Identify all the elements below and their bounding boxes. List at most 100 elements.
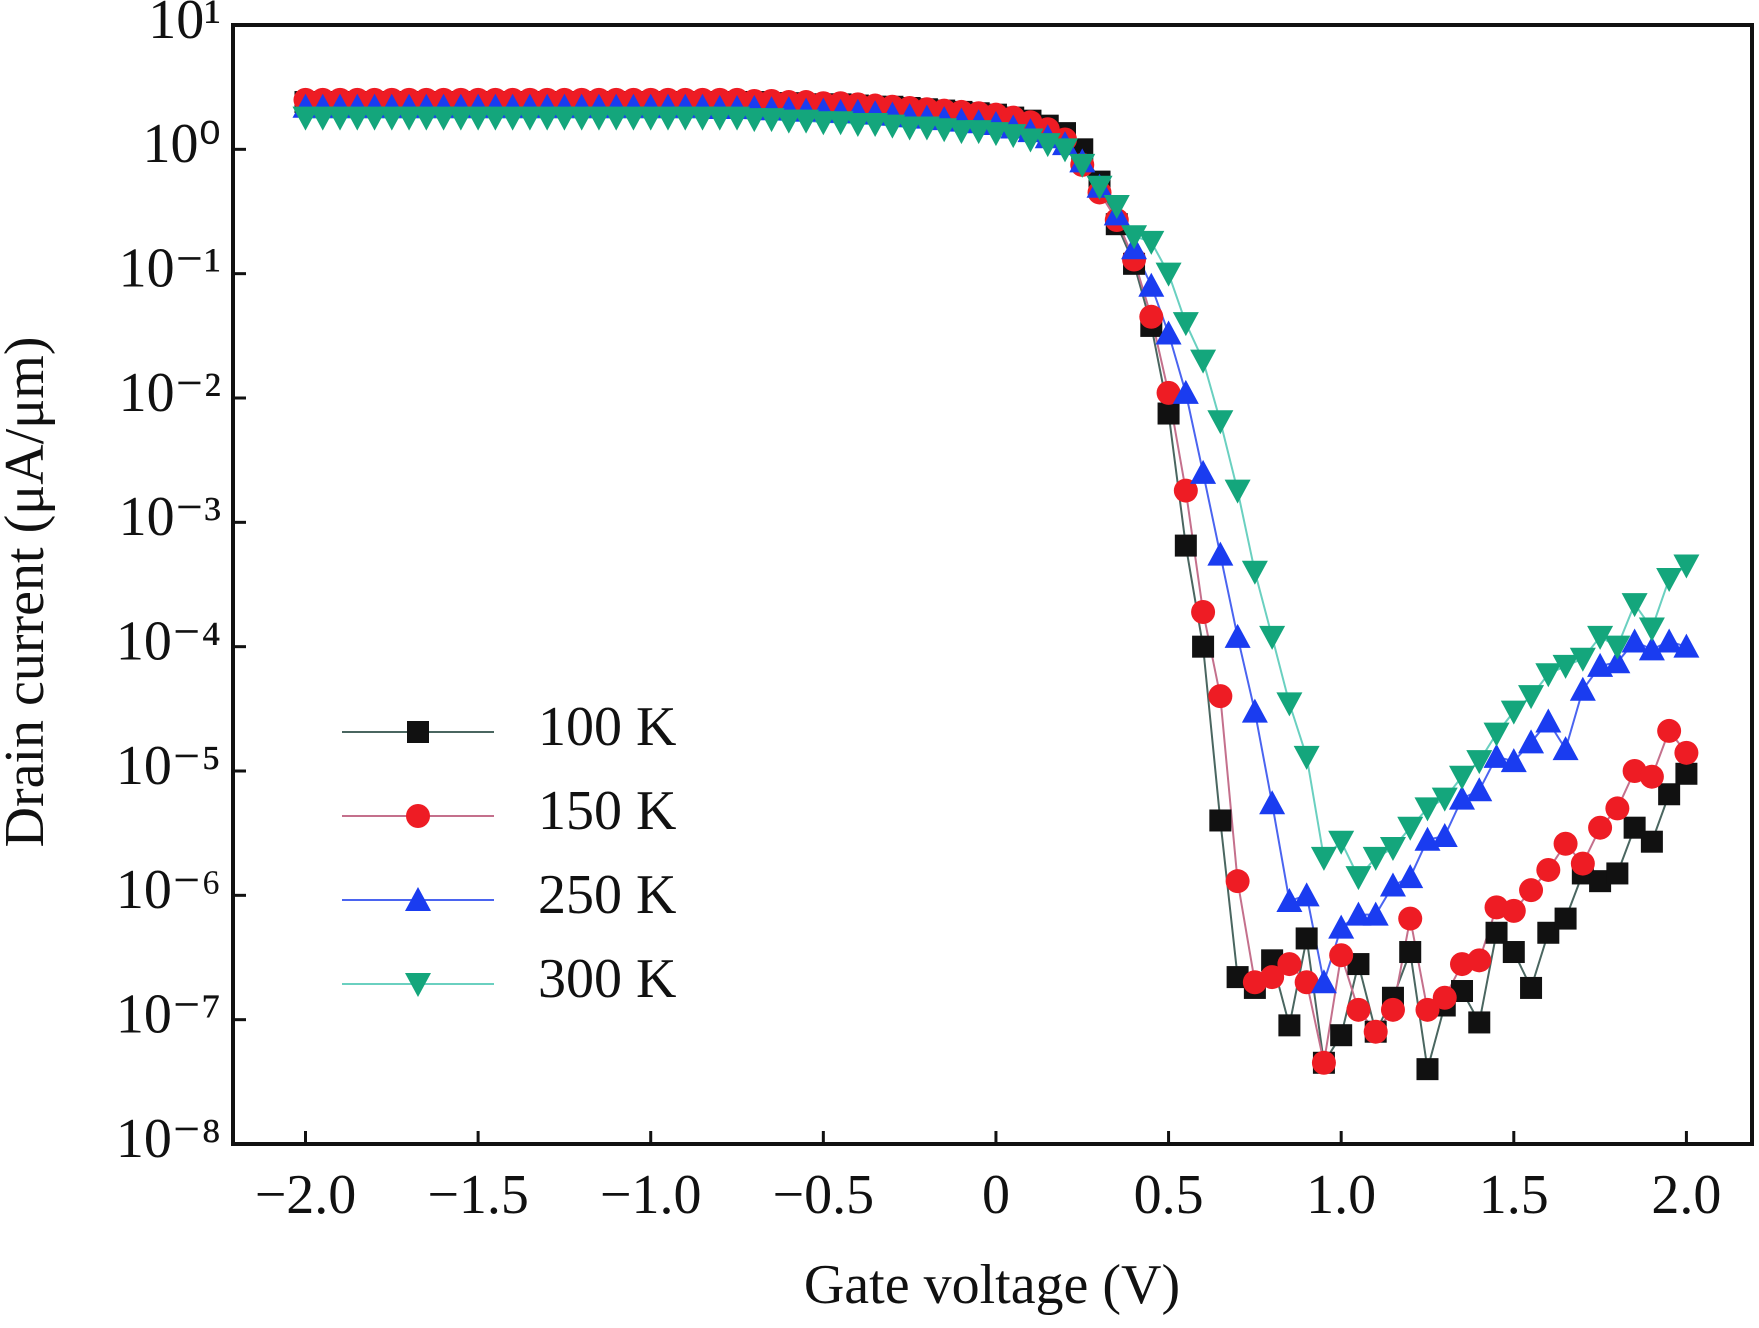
marker <box>1502 941 1525 964</box>
marker <box>1260 965 1285 990</box>
marker <box>1156 380 1181 405</box>
marker <box>1518 729 1545 754</box>
marker <box>1536 857 1561 882</box>
marker <box>1209 809 1232 832</box>
marker <box>654 106 681 131</box>
y-axis-title: Drain current (μA/μm) <box>0 337 56 848</box>
marker <box>1259 790 1286 815</box>
marker <box>1295 927 1318 950</box>
marker <box>1621 593 1648 618</box>
marker <box>1138 272 1165 297</box>
marker <box>1345 901 1372 926</box>
marker <box>1139 304 1164 329</box>
marker <box>1621 628 1648 653</box>
legend-marker <box>407 721 429 743</box>
series-line <box>305 101 1688 1070</box>
marker <box>568 106 595 131</box>
marker <box>1485 921 1508 944</box>
marker <box>1311 1050 1336 1075</box>
marker <box>689 106 716 131</box>
marker <box>396 106 423 131</box>
marker <box>620 106 647 131</box>
legend-label: 250 K <box>538 864 676 926</box>
marker <box>1570 851 1595 876</box>
marker <box>1051 138 1078 163</box>
marker <box>1190 459 1217 484</box>
marker <box>1191 600 1216 625</box>
marker <box>327 106 354 131</box>
marker <box>465 106 492 131</box>
x-tick-label: −2.0 <box>255 1164 357 1226</box>
marker <box>1552 654 1579 679</box>
marker <box>1449 785 1476 810</box>
marker <box>1397 864 1424 889</box>
marker <box>844 112 871 137</box>
marker <box>1347 953 1370 976</box>
marker <box>724 106 751 131</box>
marker <box>1537 921 1560 944</box>
y-tick-label: 10¹ <box>148 0 221 51</box>
marker <box>1675 762 1698 785</box>
marker <box>1328 914 1355 939</box>
marker <box>1673 633 1700 658</box>
marker <box>1224 623 1251 648</box>
x-tick-label: −0.5 <box>773 1164 875 1226</box>
marker <box>1363 1019 1388 1044</box>
marker <box>1379 872 1406 897</box>
y-tick-label: 10⁻⁴ <box>116 611 221 673</box>
marker <box>1569 676 1596 701</box>
marker <box>1656 568 1683 593</box>
marker <box>1519 878 1544 903</box>
marker <box>1157 402 1180 425</box>
y-tick-label: 10⁻³ <box>119 486 221 548</box>
marker <box>706 106 733 131</box>
legend-marker <box>405 887 431 911</box>
marker <box>1674 740 1699 765</box>
marker <box>1190 349 1217 374</box>
marker <box>1241 560 1268 585</box>
marker <box>913 116 940 141</box>
marker <box>1553 831 1578 856</box>
marker <box>292 106 319 131</box>
marker <box>1432 985 1457 1010</box>
series-line <box>305 98 1688 1064</box>
marker <box>948 120 975 145</box>
marker <box>741 108 768 133</box>
marker <box>1656 628 1683 653</box>
marker <box>1552 736 1579 761</box>
marker <box>1330 1024 1353 1047</box>
marker <box>1414 797 1441 822</box>
marker <box>361 106 388 131</box>
marker <box>482 106 509 131</box>
marker <box>1518 685 1545 710</box>
legend-marker <box>406 804 430 828</box>
marker <box>1241 698 1268 723</box>
marker <box>1329 943 1354 968</box>
marker <box>1588 815 1613 840</box>
marker <box>1623 816 1646 839</box>
marker <box>1415 997 1440 1022</box>
marker <box>1380 997 1405 1022</box>
x-tick-label: 1.5 <box>1479 1164 1549 1226</box>
marker <box>1172 312 1199 337</box>
marker <box>896 116 923 141</box>
marker <box>1638 617 1665 642</box>
marker <box>1276 692 1303 717</box>
marker <box>1208 684 1233 709</box>
marker <box>1192 635 1215 658</box>
y-tick-label: 10⁻⁶ <box>116 859 221 921</box>
marker <box>1225 869 1250 894</box>
marker <box>1293 745 1320 770</box>
marker <box>1328 830 1355 855</box>
marker <box>1398 906 1423 931</box>
marker <box>516 106 543 131</box>
marker <box>1310 969 1337 994</box>
plot-frame <box>231 23 1754 1146</box>
marker <box>1278 1014 1301 1037</box>
marker <box>378 106 405 131</box>
marker <box>447 106 474 131</box>
y-tick-label: 10⁻¹ <box>119 238 221 300</box>
x-tick-label: 0 <box>982 1164 1010 1226</box>
marker <box>1604 635 1631 660</box>
marker <box>1138 230 1165 255</box>
